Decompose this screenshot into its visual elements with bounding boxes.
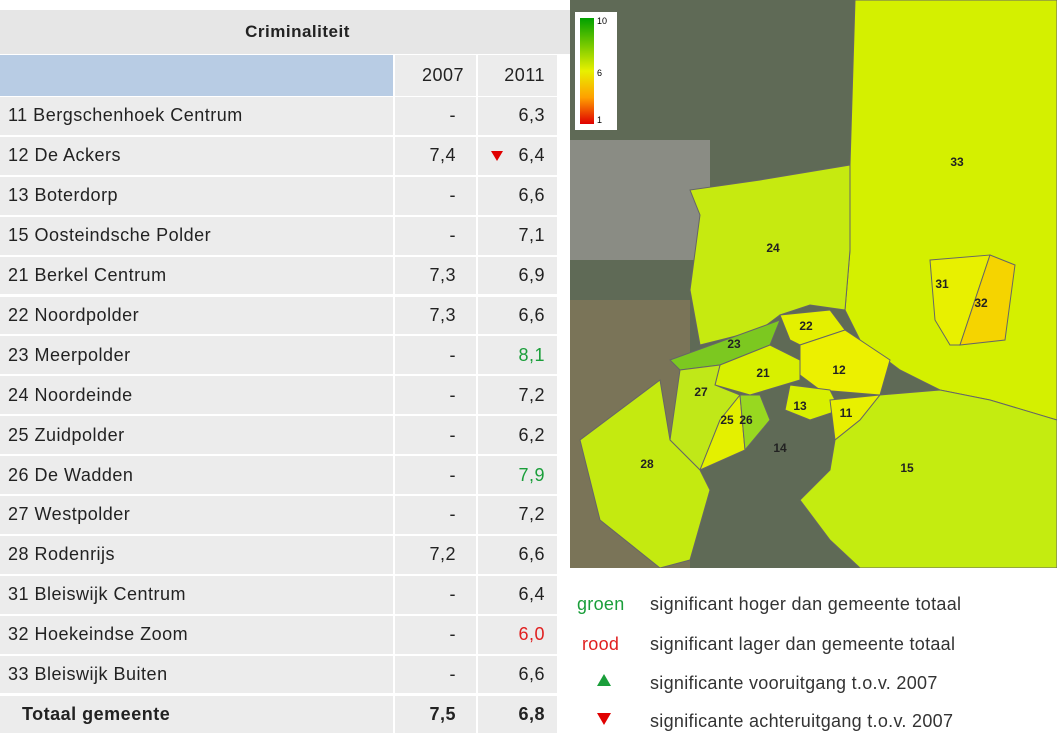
regions xyxy=(579,0,1057,568)
region-label: 28 xyxy=(640,457,654,471)
region-label: 24 xyxy=(766,241,780,255)
region-label: 32 xyxy=(974,296,988,310)
cell-2011: 6,6 xyxy=(478,655,557,694)
cell-2007: - xyxy=(395,496,476,534)
row-name: 12 De Ackers xyxy=(0,136,393,175)
cell-2011: 7,2 xyxy=(478,376,557,415)
row-name: 23 Meerpolder xyxy=(0,336,393,375)
cell-2007: - xyxy=(395,216,476,255)
region-labels: 33 24 31 32 22 23 12 21 27 13 11 25 26 14 28 15 xyxy=(640,155,988,475)
cell-2011: 8,1 xyxy=(478,336,557,375)
cell-2011: 6,0 xyxy=(478,615,557,654)
legend-key: rood xyxy=(582,634,620,654)
row-name: 13 Boterdorp xyxy=(0,176,393,215)
cell-2007: 7,5 xyxy=(395,695,476,734)
cell-2007: - xyxy=(395,456,476,494)
cell-2007: - xyxy=(395,575,476,614)
region xyxy=(929,254,991,346)
color-scale xyxy=(580,18,594,124)
row-name: 27 Westpolder xyxy=(0,496,393,534)
trend-icon xyxy=(491,150,503,161)
cell-2011: 6,4 xyxy=(478,575,557,614)
legend-up-icon xyxy=(597,674,611,686)
map: 33 24 31 32 22 23 12 21 27 13 11 25 26 14 28 15 10 6 1 xyxy=(570,0,1057,568)
scale-label: 10 xyxy=(597,16,607,26)
region-label: 11 xyxy=(840,406,853,420)
table-title: Criminaliteit xyxy=(0,10,595,54)
cell-2011: 7,9 xyxy=(478,456,557,494)
row-name: 26 De Wadden xyxy=(0,456,393,494)
row-name: 25 Zuidpolder xyxy=(0,416,393,455)
row-name: 11 Bergschenhoek Centrum xyxy=(0,97,393,135)
legend-text: significante vooruitgang t.o.v. 2007 xyxy=(650,673,938,693)
region xyxy=(799,389,1057,568)
column-header: 2011 xyxy=(478,55,557,96)
row-name: 24 Noordeinde xyxy=(0,376,393,415)
region-label: 33 xyxy=(950,155,964,169)
scale-label: 6 xyxy=(597,68,602,78)
legend-key: groen xyxy=(577,594,625,614)
legend-text: significant lager dan gemeente totaal xyxy=(650,634,956,654)
legend-text: significante achteruitgang t.o.v. 2007 xyxy=(650,711,954,731)
region xyxy=(689,164,851,346)
region xyxy=(579,379,711,568)
legend-down-icon xyxy=(597,713,611,725)
region-label: 13 xyxy=(793,399,807,413)
cell-2007: - xyxy=(395,336,476,375)
scale-label: 1 xyxy=(597,115,602,125)
region-label: 25 xyxy=(720,413,734,427)
region-label: 22 xyxy=(799,319,813,333)
region-label: 31 xyxy=(935,277,949,291)
cell-2007: 7,4 xyxy=(395,136,476,175)
row-name: 32 Hoekeindse Zoom xyxy=(0,615,393,654)
cell-2007: - xyxy=(395,416,476,455)
cell-2011: 6,6 xyxy=(478,296,557,335)
cell-2011: 7,2 xyxy=(478,496,557,534)
region-label: 27 xyxy=(694,385,708,399)
cell-2011: 6,2 xyxy=(478,416,557,455)
row-name: 33 Bleiswijk Buiten xyxy=(0,655,393,694)
cell-2011: 6,6 xyxy=(478,176,557,215)
row-name: 22 Noordpolder xyxy=(0,296,393,335)
cell-2007: 7,3 xyxy=(395,296,476,335)
cell-2007: - xyxy=(395,97,476,135)
region xyxy=(959,254,1016,346)
cell-2011: 6,4 xyxy=(478,136,557,175)
cell-2007: - xyxy=(395,176,476,215)
cell-2011: 6,3 xyxy=(478,97,557,135)
cell-2007: 7,2 xyxy=(395,535,476,574)
legend-text: significant hoger dan gemeente totaal xyxy=(650,594,962,614)
cell-2011: 6,9 xyxy=(478,256,557,295)
region-label: 23 xyxy=(727,337,741,351)
row-name: 21 Berkel Centrum xyxy=(0,256,393,295)
cell-2007: - xyxy=(395,376,476,415)
region xyxy=(739,394,771,452)
row-name: 31 Bleiswijk Centrum xyxy=(0,575,393,614)
cell-2011: 6,8 xyxy=(478,695,557,734)
region-label: 12 xyxy=(832,363,846,377)
column-header xyxy=(0,55,393,96)
region xyxy=(784,384,841,421)
row-name: 28 Rodenrijs xyxy=(0,535,393,574)
row-name: 15 Oosteindsche Polder xyxy=(0,216,393,255)
map-background xyxy=(570,140,710,260)
cell-2011: 6,6 xyxy=(478,535,557,574)
cell-2007: 7,3 xyxy=(395,256,476,295)
cell-2007: - xyxy=(395,655,476,694)
cell-2007: - xyxy=(395,615,476,654)
region-label: 15 xyxy=(900,461,914,475)
row-name: Totaal gemeente xyxy=(0,695,393,734)
column-header: 2007 xyxy=(395,55,476,96)
region-label: 14 xyxy=(773,441,787,455)
region-label: 26 xyxy=(739,413,753,427)
cell-2011: 7,1 xyxy=(478,216,557,255)
region-label: 21 xyxy=(756,366,770,380)
